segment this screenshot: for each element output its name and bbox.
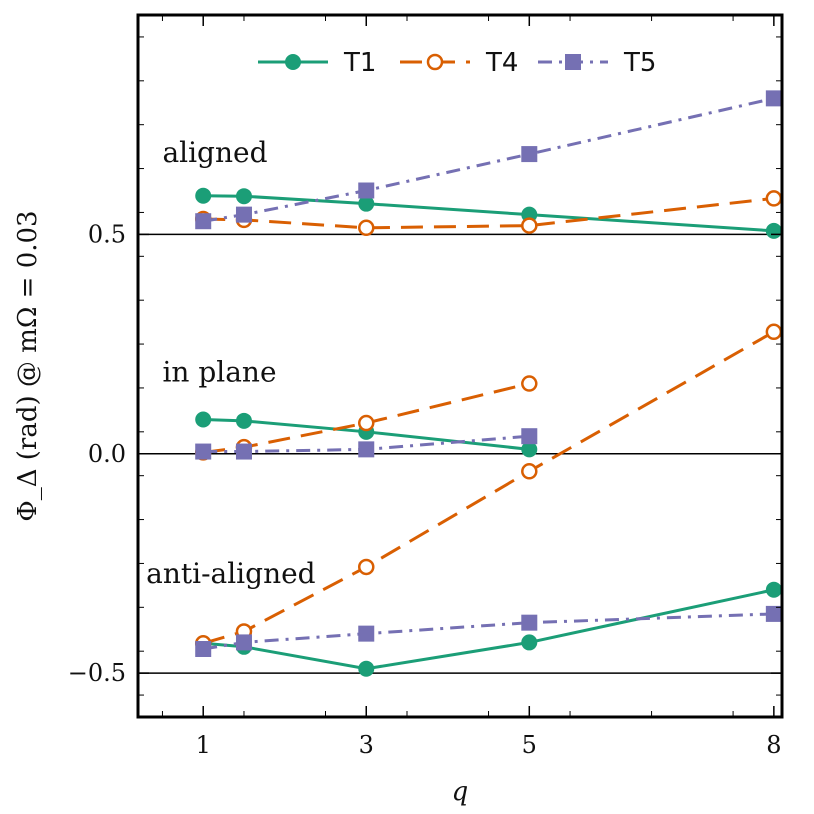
legend: T1 T4 T5 <box>258 48 656 78</box>
data-point-t1 <box>235 188 252 205</box>
data-point-t5 <box>358 625 375 642</box>
y-axis-label: Φ_Δ (rad) @ mΩ = 0.03 <box>13 210 43 521</box>
data-point-t4 <box>521 217 538 234</box>
data-point-t5 <box>521 146 538 163</box>
series-line-t5-aligned <box>202 96 775 223</box>
y-tick-label: 0.0 <box>88 440 126 468</box>
data-point-t5 <box>521 428 538 445</box>
y-tick-label: 0.5 <box>88 220 126 248</box>
legend-label: T5 <box>623 48 656 78</box>
data-point-t5 <box>358 182 375 199</box>
data-point-t1 <box>195 187 212 204</box>
data-point-t4 <box>358 558 375 576</box>
data-point-t1 <box>521 441 538 458</box>
x-tick-label: 5 <box>522 731 537 759</box>
series-t1 <box>195 187 782 677</box>
data-point-t5 <box>765 90 782 107</box>
x-tick-label: 1 <box>196 731 211 759</box>
data-point-t1 <box>765 581 782 598</box>
legend-marker-t4 <box>426 53 444 71</box>
data-point-t4 <box>521 375 538 392</box>
data-point-t4 <box>358 414 375 432</box>
data-point-t4 <box>765 323 783 341</box>
data-point-t5 <box>235 443 252 460</box>
data-point-t4 <box>765 190 783 207</box>
x-tick-label: 3 <box>359 731 374 759</box>
data-point-t5 <box>358 441 375 458</box>
series-line-t1-anti-aligned <box>203 588 775 671</box>
series-t5 <box>195 90 782 657</box>
data-point-t5 <box>195 640 212 657</box>
series-line-t5-in-plane <box>203 434 530 454</box>
data-point-t5 <box>235 634 252 651</box>
series-line-t5-anti-aligned <box>202 612 774 651</box>
legend-label: T4 <box>485 48 518 78</box>
group-label: in plane <box>162 355 276 388</box>
plot-frame <box>136 13 784 719</box>
group-label: aligned <box>162 136 267 169</box>
series-line-t4-aligned <box>203 196 775 230</box>
data-point-t5 <box>195 443 212 460</box>
data-point-t1 <box>765 222 782 239</box>
y-tick-label: −0.5 <box>68 659 126 687</box>
series-line-t1-in-plane <box>203 418 530 451</box>
series-layer <box>194 90 783 677</box>
data-point-t1 <box>521 634 538 651</box>
data-point-t5 <box>765 605 782 622</box>
data-point-t1 <box>195 411 212 428</box>
series-line-t4-anti-aligned <box>202 330 775 645</box>
legend-marker-t5 <box>565 54 581 70</box>
legend-label: T1 <box>343 48 376 78</box>
data-point-t5 <box>235 206 252 223</box>
data-point-t4 <box>521 463 538 480</box>
legend-marker-t1 <box>285 54 301 70</box>
series-line-t4-in-plane <box>203 382 530 454</box>
annotations: aligned in plane anti-aligned <box>146 136 316 590</box>
axis-ticks: 1 3 5 8 −0.5 0.0 0.5 <box>68 15 782 759</box>
data-point-t5 <box>195 213 212 230</box>
data-point-t1 <box>235 412 252 429</box>
x-axis-label: q <box>452 777 469 807</box>
data-point-t1 <box>358 195 375 212</box>
data-point-t4 <box>358 219 375 237</box>
x-tick-label: 8 <box>766 731 781 759</box>
data-point-t1 <box>358 660 375 677</box>
group-label: anti-aligned <box>146 557 316 590</box>
data-point-t5 <box>521 614 538 631</box>
